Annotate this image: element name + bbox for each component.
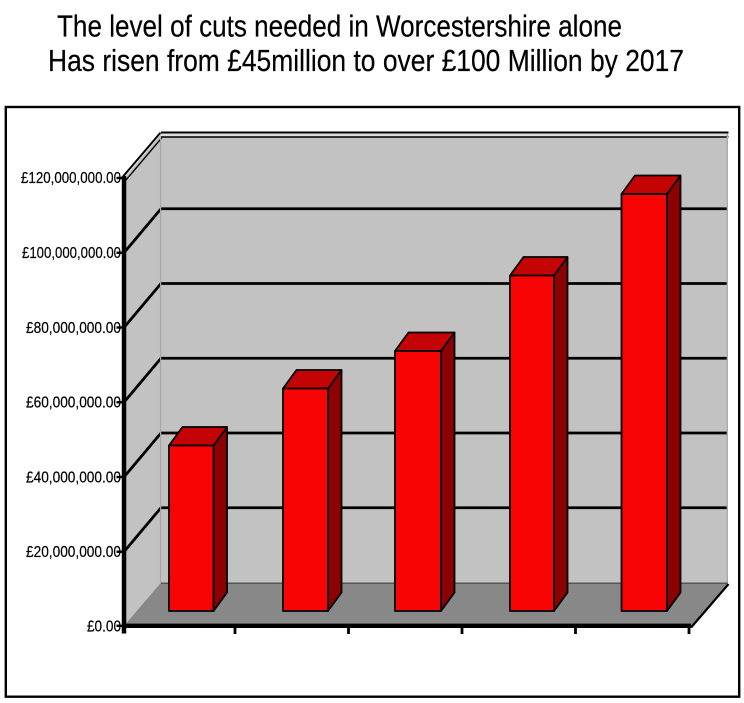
svg-text:£100,000,000.00: £100,000,000.00 [22,245,121,262]
svg-text:£120,000,000.00: £120,000,000.00 [21,170,121,187]
svg-text:£40,000,000.00: £40,000,000.00 [26,469,121,486]
svg-text:£0.00: £0.00 [87,619,121,636]
svg-text:The level of cuts needed in Wo: The level of cuts needed in Worcestershi… [57,9,622,44]
svg-text:£20,000,000.00: £20,000,000.00 [26,544,121,561]
svg-text:£80,000,000.00: £80,000,000.00 [26,320,121,337]
svg-text:Has risen from £45million to o: Has risen from £45million to over £100 M… [48,43,684,78]
svg-text:£60,000,000.00: £60,000,000.00 [26,395,121,412]
